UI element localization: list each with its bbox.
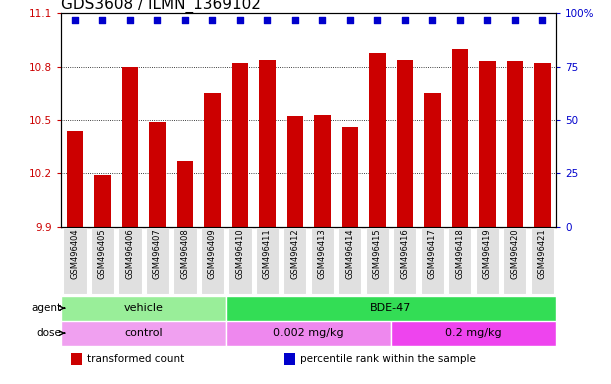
Bar <box>71 353 82 365</box>
Text: GSM496404: GSM496404 <box>70 228 79 278</box>
Text: GSM496417: GSM496417 <box>428 228 437 279</box>
Text: GSM496418: GSM496418 <box>455 228 464 279</box>
Text: GDS3608 / ILMN_1369102: GDS3608 / ILMN_1369102 <box>61 0 261 13</box>
Point <box>98 17 108 23</box>
Point <box>70 17 79 23</box>
FancyBboxPatch shape <box>448 228 472 294</box>
Bar <box>149 122 166 227</box>
Bar <box>232 63 248 227</box>
FancyBboxPatch shape <box>475 228 499 294</box>
Point <box>455 17 464 23</box>
Point <box>427 17 437 23</box>
Text: GSM496408: GSM496408 <box>180 228 189 279</box>
Point <box>400 17 409 23</box>
Text: GSM496406: GSM496406 <box>125 228 134 279</box>
Bar <box>226 296 556 321</box>
Point <box>538 17 547 23</box>
Bar <box>424 93 441 227</box>
Bar <box>94 175 111 227</box>
Text: agent: agent <box>32 303 62 313</box>
Point <box>235 17 244 23</box>
Bar <box>284 353 295 365</box>
FancyBboxPatch shape <box>90 228 114 294</box>
FancyBboxPatch shape <box>118 228 142 294</box>
Text: GSM496415: GSM496415 <box>373 228 382 278</box>
Text: GSM496420: GSM496420 <box>510 228 519 278</box>
Bar <box>226 321 391 346</box>
Point <box>482 17 492 23</box>
FancyBboxPatch shape <box>145 228 169 294</box>
Text: 0.2 mg/kg: 0.2 mg/kg <box>445 328 502 338</box>
Bar <box>67 131 83 227</box>
Point <box>318 17 327 23</box>
Text: transformed count: transformed count <box>87 354 184 364</box>
Bar <box>204 93 221 227</box>
Point <box>153 17 163 23</box>
Text: BDE-47: BDE-47 <box>370 303 412 313</box>
FancyBboxPatch shape <box>228 228 252 294</box>
Text: GSM496410: GSM496410 <box>235 228 244 278</box>
Bar <box>259 60 276 227</box>
Text: GSM496414: GSM496414 <box>345 228 354 278</box>
Bar <box>452 49 468 227</box>
FancyBboxPatch shape <box>420 228 444 294</box>
Bar <box>534 63 551 227</box>
Text: GSM496405: GSM496405 <box>98 228 107 278</box>
Text: control: control <box>124 328 163 338</box>
Bar <box>177 161 193 227</box>
Point <box>263 17 273 23</box>
FancyBboxPatch shape <box>310 228 334 294</box>
FancyBboxPatch shape <box>530 228 554 294</box>
Point <box>180 17 189 23</box>
Bar <box>369 53 386 227</box>
Text: GSM496419: GSM496419 <box>483 228 492 278</box>
Bar <box>507 61 523 227</box>
Point <box>510 17 519 23</box>
Bar <box>391 321 556 346</box>
Text: GSM496409: GSM496409 <box>208 228 217 278</box>
Text: GSM496411: GSM496411 <box>263 228 272 278</box>
Bar <box>397 60 413 227</box>
FancyBboxPatch shape <box>63 228 87 294</box>
Bar <box>479 61 496 227</box>
Text: GSM496407: GSM496407 <box>153 228 162 279</box>
FancyBboxPatch shape <box>283 228 307 294</box>
Text: 0.002 mg/kg: 0.002 mg/kg <box>273 328 344 338</box>
FancyBboxPatch shape <box>200 228 224 294</box>
Text: GSM496413: GSM496413 <box>318 228 327 279</box>
Text: dose: dose <box>37 328 62 338</box>
FancyBboxPatch shape <box>173 228 197 294</box>
Text: GSM496416: GSM496416 <box>400 228 409 279</box>
Text: GSM496421: GSM496421 <box>538 228 547 278</box>
Bar <box>287 116 303 227</box>
Point <box>345 17 354 23</box>
Text: percentile rank within the sample: percentile rank within the sample <box>299 354 475 364</box>
Point <box>290 17 300 23</box>
FancyBboxPatch shape <box>365 228 389 294</box>
Bar <box>122 67 138 227</box>
Text: GSM496412: GSM496412 <box>290 228 299 278</box>
Point <box>125 17 134 23</box>
FancyBboxPatch shape <box>338 228 362 294</box>
FancyBboxPatch shape <box>393 228 417 294</box>
Point <box>207 17 218 23</box>
Bar <box>61 321 226 346</box>
Bar <box>61 296 226 321</box>
Text: vehicle: vehicle <box>123 303 164 313</box>
Bar <box>342 127 358 227</box>
FancyBboxPatch shape <box>255 228 279 294</box>
Point <box>373 17 382 23</box>
Bar <box>314 115 331 227</box>
FancyBboxPatch shape <box>503 228 527 294</box>
